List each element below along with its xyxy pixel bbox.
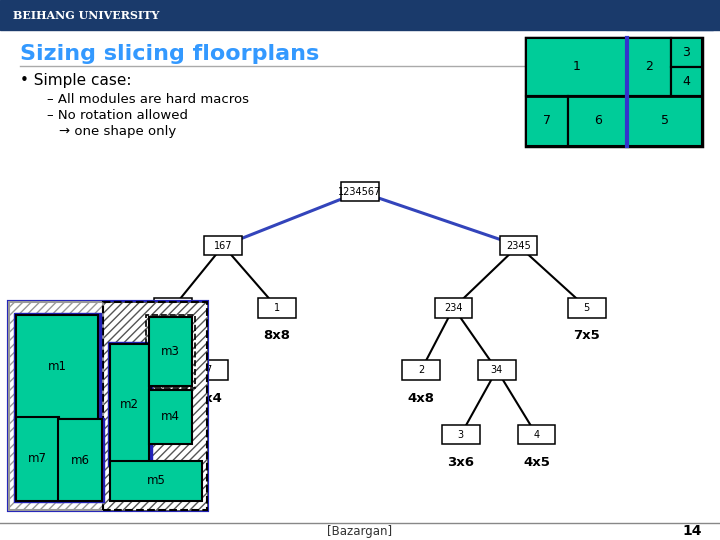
Bar — [258, 298, 296, 318]
Text: Sizing slicing floorplans: Sizing slicing floorplans — [20, 44, 320, 64]
Text: 34: 34 — [490, 365, 503, 375]
Text: 2: 2 — [645, 60, 653, 73]
Text: 1: 1 — [274, 303, 280, 313]
Bar — [627, 96, 702, 146]
Text: 7: 7 — [206, 365, 212, 375]
Bar — [9, 302, 103, 510]
Bar — [145, 315, 195, 388]
Bar — [568, 298, 606, 318]
Text: m7: m7 — [28, 453, 47, 465]
Text: BEIHANG UNIVERSITY: BEIHANG UNIVERSITY — [13, 10, 159, 21]
Bar — [670, 67, 702, 96]
Bar — [670, 38, 702, 67]
Text: 4x8: 4x8 — [408, 392, 435, 404]
Text: m4: m4 — [161, 410, 180, 423]
Bar — [568, 96, 627, 146]
Text: 3: 3 — [458, 430, 464, 440]
Bar — [478, 360, 516, 380]
Text: 14: 14 — [683, 524, 702, 538]
Text: 4: 4 — [534, 430, 539, 440]
Text: 167: 167 — [214, 241, 233, 251]
Text: → one shape only: → one shape only — [59, 125, 176, 138]
Bar — [0, 0, 720, 30]
Text: – No rotation allowed: – No rotation allowed — [47, 109, 188, 122]
Bar — [14, 416, 61, 502]
Text: m6: m6 — [71, 454, 90, 467]
Text: 4: 4 — [683, 75, 690, 87]
Bar — [154, 298, 192, 318]
Bar — [190, 360, 228, 380]
Bar — [341, 182, 379, 201]
Bar — [110, 344, 149, 464]
Bar — [148, 390, 192, 444]
Text: 6: 6 — [138, 365, 143, 375]
Bar — [14, 313, 101, 421]
Text: 7x5: 7x5 — [573, 329, 600, 342]
Bar — [122, 360, 159, 380]
Text: 67: 67 — [166, 303, 179, 313]
Polygon shape — [684, 0, 713, 30]
Text: m3: m3 — [161, 345, 180, 358]
Text: m1: m1 — [48, 360, 67, 373]
Text: 3x6: 3x6 — [447, 456, 474, 469]
Text: 6: 6 — [594, 114, 601, 127]
Bar — [103, 302, 207, 510]
Bar — [500, 236, 537, 255]
Bar — [442, 425, 480, 444]
Text: 8x8: 8x8 — [264, 329, 291, 342]
Bar — [204, 236, 242, 255]
Text: 234: 234 — [444, 303, 463, 313]
Text: 4x7: 4x7 — [127, 392, 154, 404]
Bar — [16, 315, 99, 419]
Bar — [16, 417, 59, 501]
Text: 1: 1 — [572, 60, 580, 73]
Bar — [56, 418, 104, 502]
Polygon shape — [626, 0, 655, 30]
Bar — [9, 302, 207, 510]
Text: m5: m5 — [147, 474, 166, 487]
Bar — [526, 38, 702, 146]
Bar — [627, 38, 670, 96]
Text: 5: 5 — [584, 303, 590, 313]
Text: • Simple case:: • Simple case: — [20, 73, 132, 88]
Bar — [110, 461, 202, 501]
Text: 1234567: 1234567 — [338, 187, 382, 197]
Text: – All modules are hard macros: – All modules are hard macros — [47, 93, 249, 106]
Bar — [103, 302, 207, 510]
Bar — [58, 420, 102, 501]
Bar — [518, 425, 555, 444]
Text: 2345: 2345 — [506, 241, 531, 251]
Text: 4x5: 4x5 — [523, 456, 550, 469]
Bar — [526, 96, 568, 146]
Text: 7: 7 — [543, 114, 551, 127]
Text: m2: m2 — [120, 398, 139, 411]
Bar — [402, 360, 440, 380]
Bar — [435, 298, 472, 318]
Text: [Bazargan]: [Bazargan] — [328, 525, 392, 538]
Bar — [9, 302, 103, 510]
Bar — [108, 342, 151, 466]
Text: 2: 2 — [418, 365, 424, 375]
Polygon shape — [655, 0, 684, 30]
Text: 3: 3 — [683, 46, 690, 59]
Bar — [526, 38, 627, 96]
Text: 5: 5 — [660, 114, 668, 127]
Text: 5x4: 5x4 — [195, 392, 222, 404]
Bar — [148, 317, 192, 386]
